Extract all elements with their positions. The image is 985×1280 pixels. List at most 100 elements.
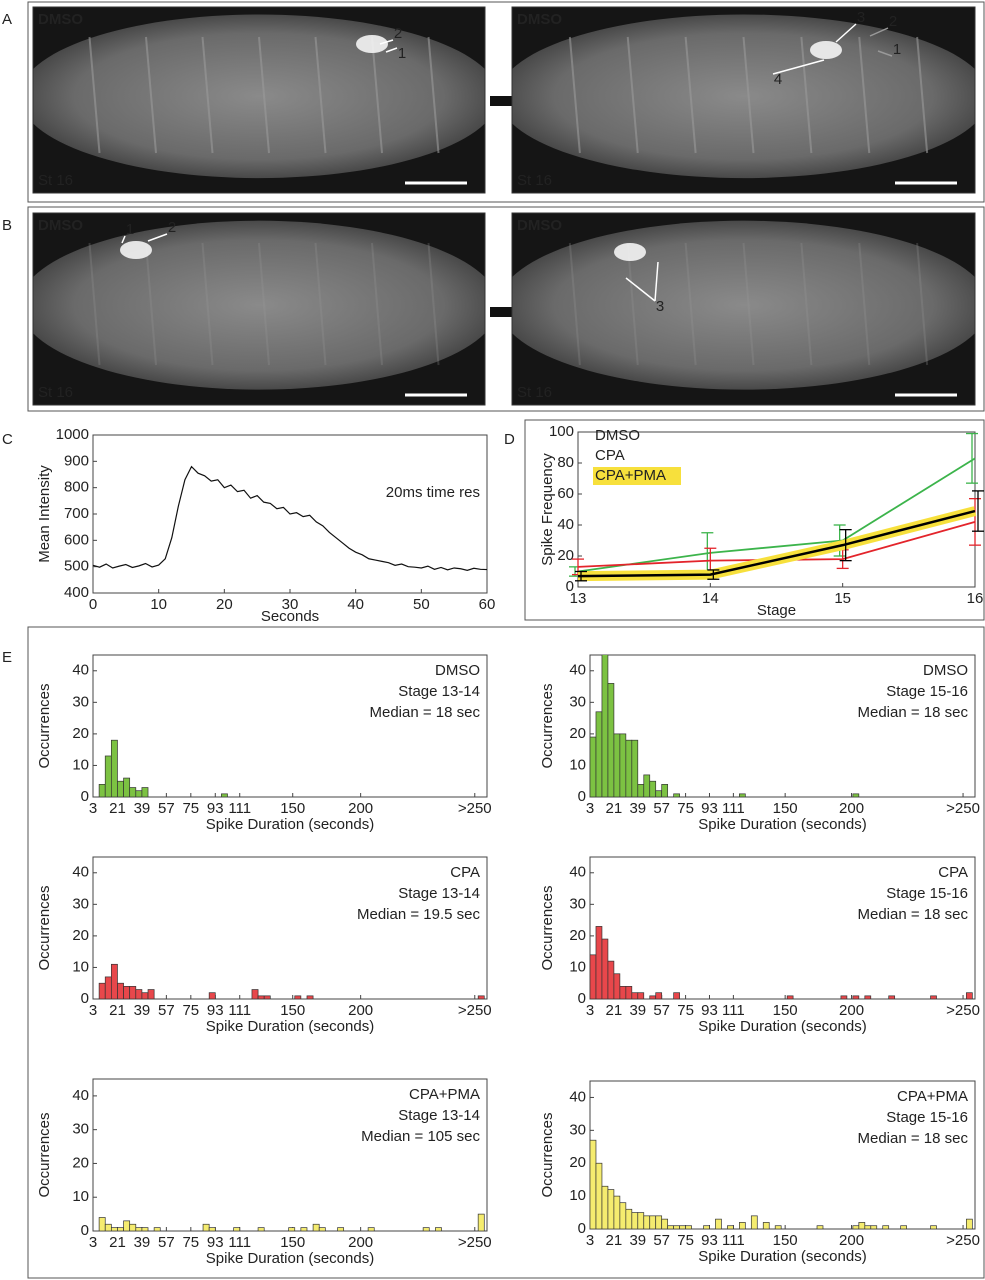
- x-tick-label: 39: [629, 1002, 646, 1019]
- bar: [294, 995, 302, 999]
- embryo: [512, 220, 975, 390]
- bar: [141, 1227, 149, 1231]
- marker-label: 4: [774, 71, 782, 88]
- panel-frame: [27, 1, 985, 203]
- bar: [104, 976, 112, 999]
- bar: [110, 739, 118, 797]
- error-bar: [707, 569, 720, 580]
- x-tick-label: 200: [839, 1002, 864, 1019]
- bar: [966, 1218, 973, 1229]
- bar: [123, 1220, 131, 1231]
- bar: [312, 1223, 320, 1231]
- series-line: [577, 509, 976, 578]
- image-frame: [511, 6, 976, 194]
- x-tick-label: 14: [702, 590, 719, 607]
- bar: [104, 1223, 112, 1231]
- chart-title: DMSO: [923, 662, 968, 679]
- bar: [715, 1218, 722, 1229]
- y-tick-label: 40: [72, 864, 89, 881]
- bar: [147, 989, 155, 999]
- cell-outline: [568, 242, 581, 366]
- x-tick-label: 150: [280, 1002, 305, 1019]
- x-tick-label: 111: [722, 1232, 745, 1249]
- x-tick-label: >250: [946, 1002, 980, 1019]
- bar: [98, 784, 106, 797]
- marker-arrow: [772, 59, 825, 75]
- bar: [930, 1225, 937, 1229]
- x-tick-label: 75: [182, 1234, 199, 1251]
- y-tick-label: 1000: [56, 426, 89, 443]
- x-tick-label: 200: [839, 800, 864, 817]
- cell-outline: [371, 36, 383, 154]
- x-tick-label: 200: [348, 1234, 373, 1251]
- x-tick-label: 3: [586, 800, 594, 817]
- y-tick-label: 30: [569, 1121, 586, 1138]
- marker-arrow: [654, 261, 659, 302]
- y-tick-label: 10: [72, 756, 89, 773]
- y-tick-label: 900: [64, 452, 89, 469]
- bar: [613, 973, 621, 999]
- x-tick-label: 150: [280, 800, 305, 817]
- cell-outline: [427, 36, 440, 154]
- plot-area: [589, 856, 976, 1000]
- cell-outline: [916, 242, 929, 366]
- cell-outline: [258, 36, 270, 154]
- x-tick-label: 57: [158, 800, 175, 817]
- x-tick-label: 39: [629, 1232, 646, 1249]
- cell-outline: [314, 242, 327, 366]
- x-tick-label: 75: [677, 1002, 694, 1019]
- chart-annotation: 20ms time res: [386, 484, 480, 501]
- marker-label: 1: [126, 221, 134, 238]
- cell-outline: [314, 36, 327, 154]
- x-tick-label: 57: [653, 1002, 670, 1019]
- y-tick-label: 10: [72, 958, 89, 975]
- bar: [673, 992, 680, 999]
- y-tick-label: 10: [72, 1188, 89, 1205]
- bar: [98, 1217, 106, 1231]
- bar: [673, 793, 680, 797]
- chart-title: CPA: [938, 864, 968, 881]
- x-tick-label: 57: [158, 1002, 175, 1019]
- cell-outline: [742, 36, 755, 154]
- bar: [104, 755, 112, 797]
- plot-area: [589, 1080, 976, 1230]
- cell-outline: [742, 242, 755, 366]
- embryo: [33, 14, 485, 179]
- cell-outline: [427, 242, 440, 366]
- error-bar: [575, 570, 587, 582]
- x-tick-label: 21: [606, 1232, 623, 1249]
- x-tick-label: 200: [348, 1002, 373, 1019]
- bar: [208, 1227, 216, 1231]
- bar: [129, 986, 137, 999]
- bar: [135, 790, 143, 797]
- bar: [306, 995, 314, 999]
- cell-outline: [145, 242, 157, 366]
- bar: [631, 1212, 639, 1229]
- bar: [643, 1215, 651, 1229]
- x-tick-label: >250: [946, 1232, 980, 1249]
- bar: [590, 1139, 597, 1229]
- x-tick-label: 13: [570, 590, 587, 607]
- y-tick-label: 40: [569, 662, 586, 679]
- y-axis-label: Occurrences: [539, 683, 556, 768]
- bar: [816, 1225, 824, 1229]
- y-tick-label: 800: [64, 479, 89, 496]
- intensity-trace: [92, 465, 488, 571]
- bar: [257, 995, 265, 999]
- embryo: [33, 220, 485, 390]
- x-tick-label: 93: [701, 1232, 718, 1249]
- bar: [613, 733, 621, 797]
- cell-outline: [568, 36, 581, 154]
- bar: [110, 1227, 118, 1231]
- x-tick-label: 57: [158, 1234, 175, 1251]
- y-axis-label: Occurrences: [36, 683, 53, 768]
- bar: [655, 790, 663, 797]
- cell-outline: [858, 36, 871, 154]
- bar: [643, 774, 651, 797]
- y-tick-label: 30: [72, 1121, 89, 1138]
- y-tick-label: 0: [578, 788, 586, 805]
- x-axis-label: Spike Duration (seconds): [698, 1018, 866, 1035]
- bar: [631, 992, 639, 999]
- cell-outline: [258, 242, 270, 366]
- x-tick-label: 15: [834, 590, 851, 607]
